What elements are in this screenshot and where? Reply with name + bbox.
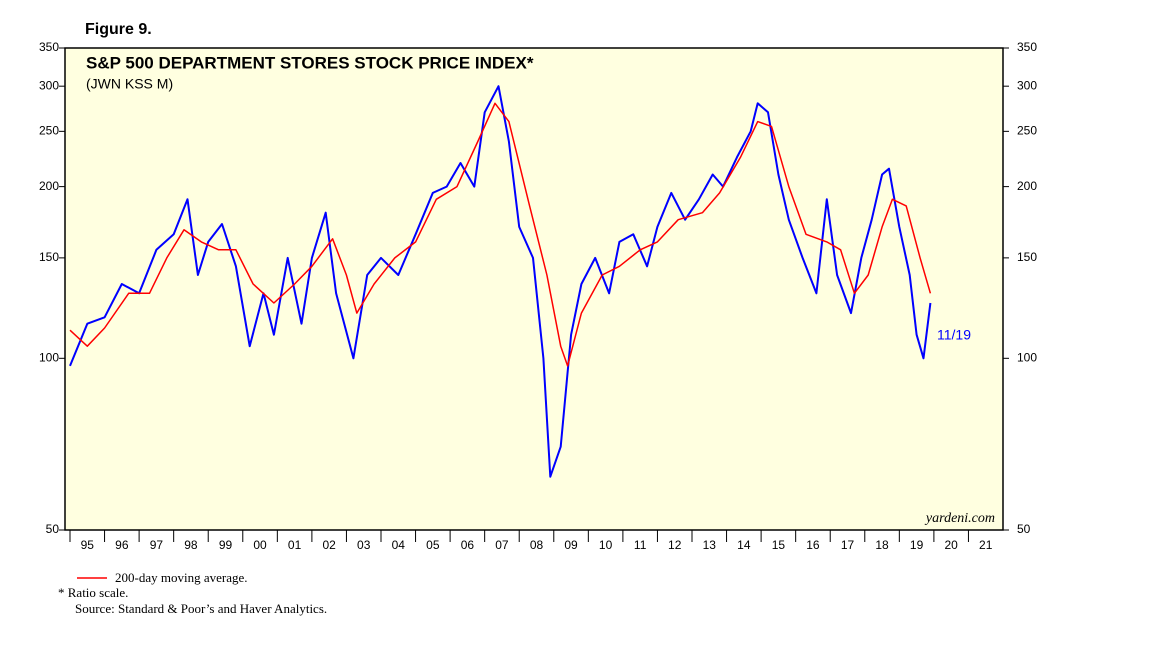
- y2-tick-label: 150: [1017, 250, 1037, 264]
- x-tick-label: 12: [668, 538, 682, 552]
- x-tick-label: 09: [564, 538, 578, 552]
- legend-label: 200-day moving average.: [115, 570, 247, 585]
- x-tick-label: 05: [426, 538, 440, 552]
- x-tick-label: 21: [979, 538, 993, 552]
- x-tick-label: 06: [461, 538, 475, 552]
- x-tick-label: 13: [703, 538, 717, 552]
- y2-tick-label: 350: [1017, 40, 1037, 54]
- x-tick-label: 19: [910, 538, 924, 552]
- x-tick-label: 96: [115, 538, 129, 552]
- x-tick-label: 20: [944, 538, 958, 552]
- series-line: [69, 102, 932, 367]
- x-tick-label: 18: [875, 538, 889, 552]
- y2-tick-label: 50: [1017, 522, 1031, 536]
- x-tick-label: 17: [841, 538, 855, 552]
- y-tick-label: 350: [39, 40, 59, 54]
- y2-tick-label: 100: [1017, 350, 1037, 364]
- watermark: yardeni.com: [924, 511, 995, 526]
- x-tick-label: 02: [322, 538, 336, 552]
- y2-tick-label: 300: [1017, 78, 1037, 92]
- chart-subtitle: (JWN KSS M): [86, 76, 173, 92]
- y-tick-label: 300: [39, 78, 59, 92]
- y2-tick-label: 250: [1017, 124, 1037, 138]
- x-tick-label: 00: [253, 538, 267, 552]
- figure-label: Figure 9.: [85, 21, 152, 38]
- x-tick-label: 10: [599, 538, 613, 552]
- y-tick-label: 150: [39, 250, 59, 264]
- plot-frame: [64, 47, 1004, 531]
- annotation: 11/19: [937, 327, 971, 343]
- x-tick-label: 15: [772, 538, 786, 552]
- y2-tick-label: 200: [1017, 179, 1037, 193]
- y-tick-label: 100: [39, 350, 59, 364]
- y-tick-label: 50: [46, 522, 60, 536]
- x-tick-label: 98: [184, 538, 198, 552]
- x-tick-label: 14: [737, 538, 751, 552]
- footnote: Source: Standard & Poor’s and Haver Anal…: [75, 601, 327, 616]
- x-tick-label: 99: [219, 538, 233, 552]
- x-tick-label: 08: [530, 538, 544, 552]
- chart-title: S&P 500 DEPARTMENT STORES STOCK PRICE IN…: [86, 53, 534, 72]
- y-tick-label: 200: [39, 179, 59, 193]
- x-tick-label: 01: [288, 538, 302, 552]
- x-tick-label: 97: [150, 538, 164, 552]
- x-tick-label: 95: [81, 538, 95, 552]
- x-tick-label: 16: [806, 538, 820, 552]
- x-tick-label: 04: [392, 538, 406, 552]
- x-tick-label: 11: [634, 538, 647, 552]
- x-tick-label: 03: [357, 538, 371, 552]
- x-tick-label: 07: [495, 538, 509, 552]
- footnote: * Ratio scale.: [58, 585, 128, 600]
- y-tick-label: 250: [39, 124, 59, 138]
- series-line: [69, 85, 932, 478]
